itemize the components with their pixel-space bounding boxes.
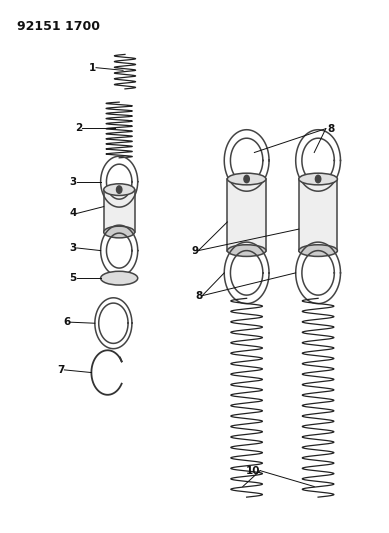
Text: 7: 7 [57,365,64,375]
Text: 6: 6 [63,317,70,327]
Text: 2: 2 [75,123,82,133]
Circle shape [244,175,249,183]
Text: 92151 1700: 92151 1700 [17,20,100,33]
Text: 10: 10 [246,466,260,475]
Ellipse shape [101,271,138,285]
Ellipse shape [299,245,337,256]
Circle shape [116,186,122,193]
Text: 8: 8 [195,290,202,301]
Text: 4: 4 [69,208,77,219]
Text: 5: 5 [70,273,77,283]
Text: 1: 1 [89,63,96,72]
Text: 9: 9 [191,246,198,256]
Text: 3: 3 [70,176,77,187]
Ellipse shape [299,173,337,185]
Circle shape [315,175,321,183]
Bar [299,179,337,251]
Bar [227,179,266,251]
Text: 3: 3 [70,243,77,253]
Ellipse shape [104,184,135,196]
Ellipse shape [227,245,266,256]
Ellipse shape [104,226,135,238]
Ellipse shape [227,173,266,185]
Bar [104,190,135,232]
Text: 8: 8 [328,124,335,134]
